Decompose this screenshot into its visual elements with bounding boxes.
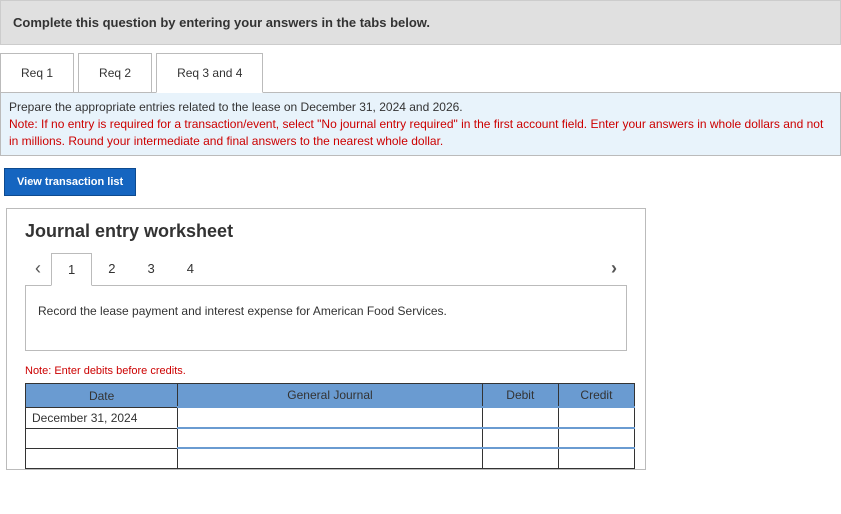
entry-prompt-box: Record the lease payment and interest ex…	[25, 286, 627, 351]
step-tab-1[interactable]: 1	[51, 253, 92, 286]
req-tab-1[interactable]: Req 1	[0, 53, 74, 93]
worksheet-title: Journal entry worksheet	[25, 221, 627, 242]
date-cell[interactable]	[26, 428, 178, 448]
step-tab-2[interactable]: 2	[92, 253, 131, 284]
debits-before-credits-note: Note: Enter debits before credits.	[25, 365, 627, 377]
req-content-panel: Prepare the appropriate entries related …	[0, 92, 841, 156]
col-header-debit: Debit	[482, 384, 558, 408]
instruction-bar: Complete this question by entering your …	[0, 0, 841, 45]
req-tab-3[interactable]: Req 3 and 4	[156, 53, 263, 93]
col-header-journal: General Journal	[178, 384, 483, 408]
worksheet-card: Journal entry worksheet ‹ 1234 › Record …	[6, 208, 646, 470]
table-row	[26, 428, 635, 448]
req-content-main: Prepare the appropriate entries related …	[9, 100, 463, 114]
general-journal-cell[interactable]	[178, 428, 483, 448]
debit-cell[interactable]	[482, 407, 558, 428]
credit-cell[interactable]	[558, 448, 634, 468]
date-cell[interactable]	[26, 448, 178, 468]
general-journal-cell[interactable]	[178, 448, 483, 468]
req-tab-2[interactable]: Req 2	[78, 53, 152, 93]
journal-entry-table: Date General Journal Debit Credit Decemb…	[25, 383, 635, 469]
col-header-date: Date	[26, 384, 178, 408]
table-row	[26, 448, 635, 468]
req-content-note: Note: If no entry is required for a tran…	[9, 117, 823, 148]
credit-cell[interactable]	[558, 407, 634, 428]
table-row: December 31, 2024	[26, 407, 635, 428]
step-tabs-row: ‹ 1234 ›	[25, 252, 627, 286]
view-transaction-list-button[interactable]: View transaction list	[4, 168, 136, 196]
credit-cell[interactable]	[558, 428, 634, 448]
chevron-left-icon[interactable]: ‹	[25, 252, 51, 285]
debit-cell[interactable]	[482, 448, 558, 468]
date-cell: December 31, 2024	[26, 407, 178, 428]
step-tab-4[interactable]: 4	[171, 253, 210, 284]
col-header-credit: Credit	[558, 384, 634, 408]
chevron-right-icon[interactable]: ›	[601, 252, 627, 285]
step-tab-3[interactable]: 3	[131, 253, 170, 284]
view-transaction-list-label: View transaction list	[17, 176, 123, 188]
req-tabs: Req 1Req 2Req 3 and 4	[0, 53, 841, 93]
general-journal-cell[interactable]	[178, 407, 483, 428]
debit-cell[interactable]	[482, 428, 558, 448]
instruction-text: Complete this question by entering your …	[13, 15, 430, 30]
entry-prompt-text: Record the lease payment and interest ex…	[38, 304, 447, 318]
